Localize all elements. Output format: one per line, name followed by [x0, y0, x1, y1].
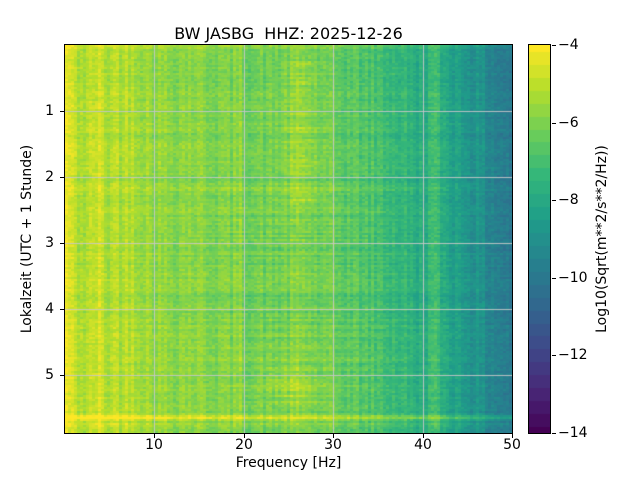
x-tick-50 — [512, 434, 513, 438]
colorbar-canvas — [529, 45, 550, 433]
y-tick-label-4: 4 — [45, 301, 54, 317]
x-tick-30 — [333, 434, 334, 438]
chart-title: BW JASBG HHZ: 2025-12-26 — [174, 24, 403, 43]
y-tick-1 — [60, 111, 64, 112]
plot-area — [64, 44, 513, 434]
x-tick-label-10: 10 — [145, 437, 163, 453]
colorbar-label: Log10(Sqrt(m**2/s**2/Hz)) — [594, 145, 610, 333]
colorbar-tick-label--10: −10 — [558, 270, 588, 286]
y-tick-5 — [60, 375, 64, 376]
x-tick-label-30: 30 — [324, 437, 342, 453]
colorbar-tick--12 — [552, 355, 556, 356]
y-tick-2 — [60, 177, 64, 178]
spectrogram-canvas — [65, 45, 512, 433]
colorbar-tick--4 — [552, 45, 556, 46]
x-tick-40 — [423, 434, 424, 438]
colorbar-tick--10 — [552, 278, 556, 279]
x-axis-label: Frequency [Hz] — [235, 455, 342, 471]
colorbar-tick--6 — [552, 123, 556, 124]
x-tick-label-50: 50 — [503, 437, 521, 453]
colorbar-tick-label--8: −8 — [558, 192, 579, 208]
colorbar-tick--8 — [552, 200, 556, 201]
y-tick-4 — [60, 309, 64, 310]
y-tick-label-2: 2 — [45, 169, 54, 185]
y-tick-3 — [60, 243, 64, 244]
y-tick-label-1: 1 — [45, 103, 54, 119]
colorbar-tick--14 — [552, 433, 556, 434]
y-tick-label-5: 5 — [45, 367, 54, 383]
x-tick-20 — [244, 434, 245, 438]
colorbar-tick-label--6: −6 — [558, 115, 579, 131]
colorbar — [528, 44, 551, 434]
y-tick-label-3: 3 — [45, 235, 54, 251]
colorbar-tick-label--12: −12 — [558, 347, 588, 363]
colorbar-tick-label--14: −14 — [558, 425, 588, 441]
x-tick-label-40: 40 — [414, 437, 432, 453]
x-tick-label-20: 20 — [235, 437, 253, 453]
x-tick-10 — [154, 434, 155, 438]
colorbar-tick-label--4: −4 — [558, 37, 579, 53]
